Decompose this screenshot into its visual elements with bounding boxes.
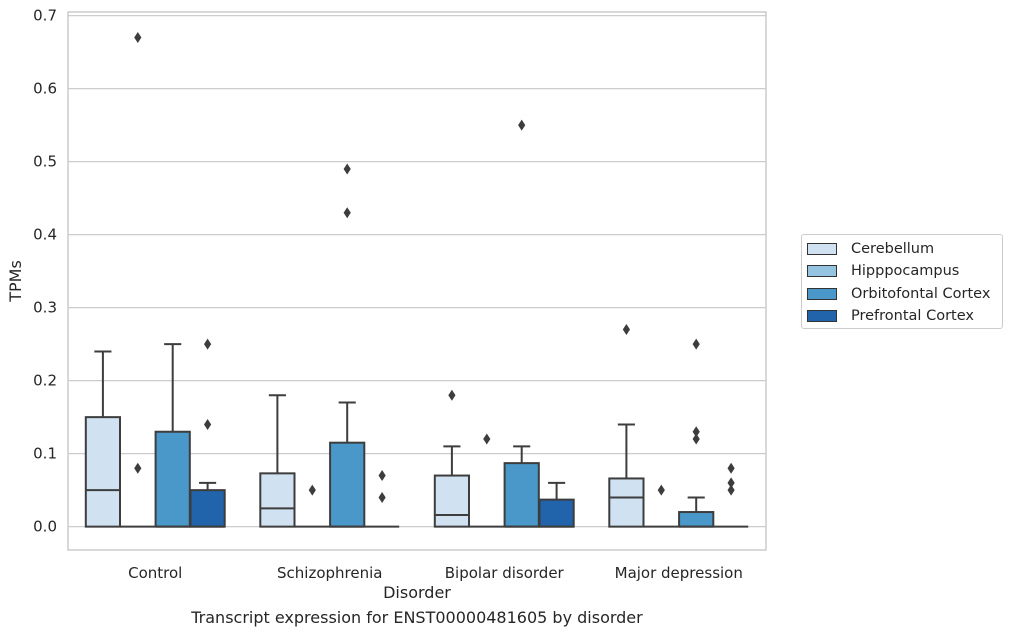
- y-tick-label: 0.0: [33, 518, 57, 536]
- outlier-point: [134, 32, 142, 44]
- legend-label: Hipppocampus: [851, 263, 960, 279]
- x-axis-label: Disorder: [383, 583, 451, 602]
- series-cerebellum: [84, 324, 645, 528]
- series-hipppocampus: [120, 32, 679, 528]
- outlier-point: [518, 119, 526, 131]
- y-tick-label: 0.1: [33, 445, 57, 463]
- legend: Cerebellum Hipppocampus Orbitofontal Cor…: [801, 234, 1003, 329]
- y-tick-label: 0.4: [33, 226, 57, 244]
- outlier-point: [622, 324, 630, 336]
- box: [538, 498, 575, 528]
- y-tick-labels: 0.0 0.1 0.2 0.3 0.4 0.5 0.6 0.7: [33, 7, 57, 536]
- outlier-point: [483, 433, 491, 445]
- box-series: [84, 32, 749, 528]
- x-tick-label: Bipolar disorder: [445, 564, 565, 582]
- outlier-point: [343, 207, 351, 219]
- box: [608, 477, 645, 528]
- legend-label: Orbitofontal Cortex: [851, 286, 991, 302]
- outlier-point: [378, 491, 386, 503]
- legend-item: Hipppocampus: [807, 262, 959, 280]
- series-orbitofontal-cortex: [154, 119, 715, 528]
- x-tick-label: Schizophrenia: [277, 564, 382, 582]
- box: [189, 489, 226, 528]
- box: [84, 416, 122, 528]
- y-tick-label: 0.5: [33, 153, 57, 171]
- y-tick-label: 0.6: [33, 80, 57, 98]
- outlier-point: [727, 477, 735, 489]
- x-tick-label: Control: [128, 564, 182, 582]
- outlier-point: [727, 484, 735, 496]
- y-tick-label: 0.3: [33, 299, 57, 317]
- legend-swatch: [807, 288, 837, 300]
- outlier-point: [692, 338, 700, 350]
- legend-item: Prefrontal Cortex: [807, 307, 974, 325]
- outlier-point: [134, 462, 142, 474]
- box: [503, 462, 540, 528]
- outlier-point: [727, 462, 735, 474]
- outlier-point: [308, 484, 316, 496]
- outlier-point: [204, 338, 212, 350]
- legend-swatch: [807, 243, 837, 255]
- outlier-point: [692, 433, 700, 445]
- outlier-point: [448, 389, 456, 401]
- legend-item: Cerebellum: [807, 240, 934, 258]
- outlier-point: [378, 470, 386, 482]
- x-tick-labels: Control Schizophrenia Bipolar disorder Majo…: [128, 564, 743, 582]
- legend-label: Prefrontal Cortex: [851, 308, 974, 324]
- y-tick-label: 0.2: [33, 372, 57, 390]
- outlier-point: [657, 484, 665, 496]
- legend-swatch: [807, 310, 837, 322]
- box: [329, 441, 366, 528]
- box: [433, 474, 471, 528]
- box: [154, 430, 191, 528]
- legend-swatch: [807, 265, 837, 277]
- x-tick-label: Major depression: [615, 564, 743, 582]
- box: [259, 472, 296, 528]
- outlier-point: [692, 426, 700, 438]
- series-prefrontal-cortex: [189, 338, 749, 528]
- legend-label: Cerebellum: [851, 241, 935, 257]
- y-axis-label: TPMs: [6, 260, 25, 303]
- y-tick-label: 0.7: [33, 7, 57, 25]
- box: [678, 511, 715, 528]
- outlier-point: [343, 163, 351, 175]
- outlier-point: [204, 418, 212, 430]
- legend-item: Orbitofontal Cortex: [807, 285, 990, 303]
- figure-caption: Transcript expression for ENST0000048160…: [191, 608, 643, 627]
